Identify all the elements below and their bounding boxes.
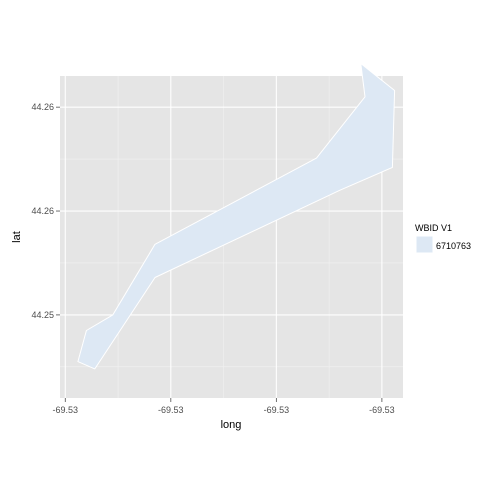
- y-axis-title: lat: [11, 231, 23, 243]
- y-tick-label: 44.26: [31, 102, 54, 112]
- y-tick-label: 44.26: [31, 206, 54, 216]
- x-axis-ticks: -69.53 -69.53 -69.53 -69.53: [53, 398, 395, 415]
- legend-label: 6710763: [436, 241, 471, 251]
- polygon-layer: [77, 63, 396, 370]
- x-axis-title: long: [221, 419, 242, 431]
- legend-key: [415, 235, 434, 254]
- x-tick-label: -69.53: [264, 405, 290, 415]
- x-tick-label: -69.53: [369, 405, 395, 415]
- y-axis-ticks: 44.25 44.26 44.26: [31, 102, 60, 320]
- x-tick-label: -69.53: [53, 405, 79, 415]
- waterbody-polygon: [77, 63, 396, 370]
- y-tick-label: 44.25: [31, 310, 54, 320]
- legend-title: WBID V1: [415, 223, 452, 233]
- x-tick-label: -69.53: [158, 405, 184, 415]
- legend: WBID V1 6710763: [415, 223, 471, 254]
